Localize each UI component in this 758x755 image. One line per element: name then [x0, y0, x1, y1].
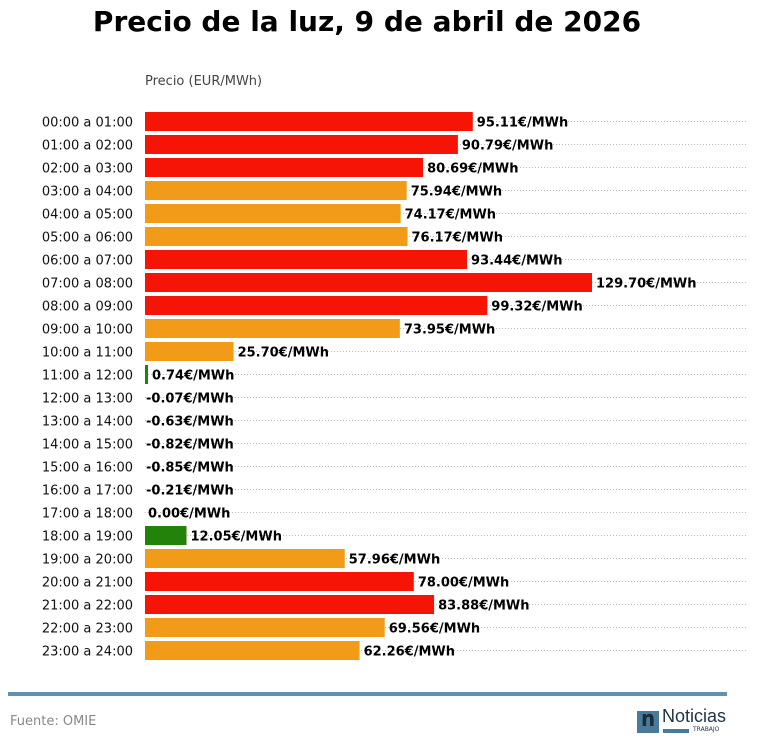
axis-label: Precio (EUR/MWh) — [145, 74, 263, 89]
bar — [145, 296, 488, 315]
bar-chart: 00:00 a 01:00 95.11€/MWh 01:00 a 02:00 90.7… — [42, 112, 748, 660]
data-label: 93.44€/MWh — [471, 254, 562, 269]
bar — [145, 227, 408, 246]
logo-icon: n — [637, 707, 659, 733]
noticias-trabajo-logo: n Noticias TRABAJO — [637, 706, 729, 735]
bar — [145, 618, 385, 637]
data-label: 99.32€/MWh — [491, 300, 582, 315]
category-label: 16:00 a 17:00 — [42, 484, 133, 499]
category-label: 02:00 a 03:00 — [42, 162, 133, 177]
category-label: 10:00 a 11:00 — [42, 346, 133, 361]
bar — [145, 641, 360, 660]
bar — [145, 365, 148, 384]
category-label: 21:00 a 22:00 — [42, 599, 133, 614]
bar — [145, 181, 407, 200]
category-label: 05:00 a 06:00 — [42, 231, 133, 246]
data-label: 95.11€/MWh — [477, 116, 568, 131]
data-label: 62.26€/MWh — [364, 645, 455, 660]
category-label: 14:00 a 15:00 — [42, 438, 133, 453]
data-label: 73.95€/MWh — [404, 323, 495, 338]
data-label: 76.17€/MWh — [412, 231, 503, 246]
data-label: -0.85€/MWh — [146, 461, 234, 476]
category-label: 23:00 a 24:00 — [42, 645, 133, 660]
data-label: 75.94€/MWh — [411, 185, 502, 200]
category-label: 01:00 a 02:00 — [42, 139, 133, 154]
bar — [145, 135, 458, 154]
bar — [145, 549, 345, 568]
category-label: 08:00 a 09:00 — [42, 300, 133, 315]
data-label: 78.00€/MWh — [418, 576, 509, 591]
data-label: 0.00€/MWh — [148, 507, 230, 522]
bar — [145, 204, 401, 223]
category-label: 15:00 a 16:00 — [42, 461, 133, 476]
category-label: 07:00 a 08:00 — [42, 277, 133, 292]
category-label: 09:00 a 10:00 — [42, 323, 133, 338]
bar — [145, 595, 435, 614]
bar — [145, 342, 234, 361]
logo-wordmark: Noticias — [662, 706, 727, 726]
data-label: 25.70€/MWh — [238, 346, 329, 361]
data-label: -0.21€/MWh — [146, 484, 234, 499]
category-label: 12:00 a 13:00 — [42, 392, 133, 407]
data-label: -0.63€/MWh — [146, 415, 234, 430]
bar — [145, 112, 473, 131]
category-label: 18:00 a 19:00 — [42, 530, 133, 545]
data-label: 90.79€/MWh — [462, 139, 553, 154]
data-label: -0.07€/MWh — [146, 392, 234, 407]
bar — [145, 572, 414, 591]
category-label: 22:00 a 23:00 — [42, 622, 133, 637]
data-label: 129.70€/MWh — [596, 277, 697, 292]
category-label: 17:00 a 18:00 — [42, 507, 133, 522]
data-label: 80.69€/MWh — [427, 162, 518, 177]
data-label: 12.05€/MWh — [191, 530, 282, 545]
bar — [145, 273, 592, 292]
category-label: 11:00 a 12:00 — [42, 369, 133, 384]
footer-divider — [8, 692, 727, 696]
data-label: 74.17€/MWh — [405, 208, 496, 223]
logo-underline — [663, 729, 689, 733]
category-label: 19:00 a 20:00 — [42, 553, 133, 568]
data-label: -0.82€/MWh — [146, 438, 234, 453]
category-label: 03:00 a 04:00 — [42, 185, 133, 200]
logo-subtitle: TRABAJO — [693, 726, 720, 733]
logo-letter: n — [641, 707, 656, 732]
data-label: 69.56€/MWh — [389, 622, 480, 637]
source-text: Fuente: OMIE — [10, 714, 97, 729]
chart-title: Precio de la luz, 9 de abril de 2026 — [92, 5, 642, 38]
category-label: 20:00 a 21:00 — [42, 576, 133, 591]
bar — [145, 526, 187, 545]
data-label: 83.88€/MWh — [438, 599, 529, 614]
category-label: 13:00 a 14:00 — [42, 415, 133, 430]
bar — [145, 319, 400, 338]
category-label: 06:00 a 07:00 — [42, 254, 133, 269]
bar — [145, 250, 468, 269]
category-label: 00:00 a 01:00 — [42, 116, 133, 131]
bar — [145, 158, 424, 177]
category-label: 04:00 a 05:00 — [42, 208, 133, 223]
data-label: 57.96€/MWh — [349, 553, 440, 568]
data-label: 0.74€/MWh — [152, 369, 234, 384]
